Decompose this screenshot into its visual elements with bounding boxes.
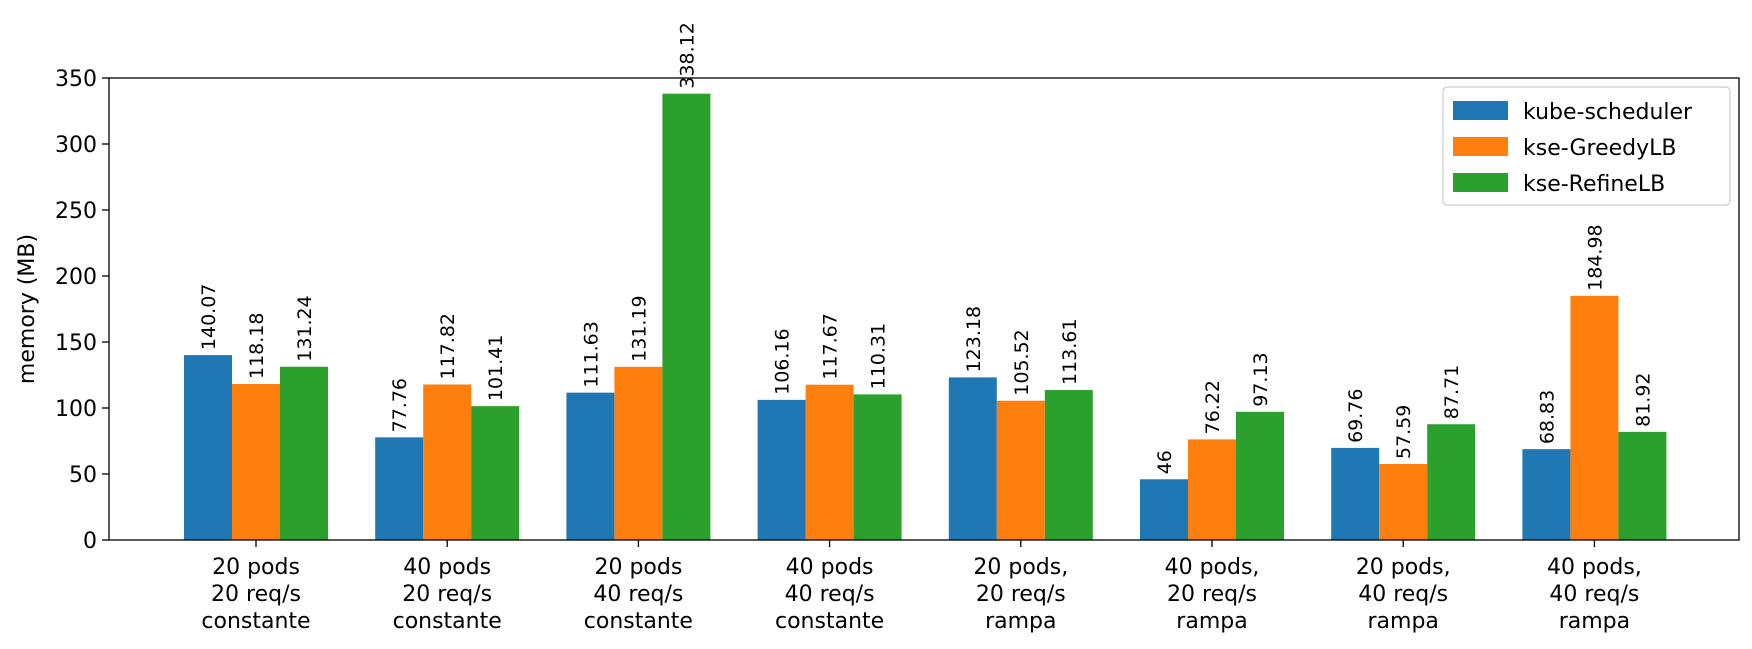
x-tick-label: constante [775,609,884,634]
plot-frame [108,77,1740,541]
data-label: 57.59 [1393,405,1415,459]
data-labels-layer: 140.07 118.18 131.24 77.76 117.82 101.41 111.6… [198,22,1654,474]
data-label: 118.18 [246,313,268,379]
legend-box [1442,86,1731,206]
x-tick-label: 40 req/s [593,582,683,607]
y-tick-label: 350 [55,67,97,92]
data-label: 123.18 [963,306,985,372]
bars-layer [184,93,1667,540]
x-tick-label: constante [584,609,693,634]
x-tick-label: constante [393,609,502,634]
legend-entry: kse-RefineLB [1523,172,1665,197]
data-label: 97.13 [1250,352,1272,406]
bar-kse-RefineLB [853,394,902,540]
x-tick-label: 20 req/s [1167,582,1257,607]
data-label: 105.52 [1011,329,1033,395]
bar-kube-scheduler [1331,447,1380,540]
data-label: 81.92 [1632,372,1654,426]
x-tick-label: 20 req/s [976,582,1066,607]
x-tick-label: 20 pods [594,555,682,580]
bar-kse-RefineLB [280,366,328,540]
legend-entry: kube-scheduler [1523,100,1693,125]
bar-kse-GreedyLB [805,384,854,540]
data-label: 113.61 [1059,319,1081,385]
bar-kse-GreedyLB [423,384,472,540]
x-tick-label: rampa [985,609,1056,634]
data-label: 338.12 [676,22,698,88]
x-tick-label: 40 pods, [1165,555,1260,580]
bar-kse-GreedyLB [232,384,280,540]
y-tick-label: 50 [69,463,97,488]
x-tick-label: 40 pods [403,555,491,580]
data-label: 117.67 [820,313,842,379]
y-axis-label: memory (MB) [15,234,40,384]
x-tick-label: 40 req/s [1358,582,1448,607]
data-label: 68.83 [1536,390,1558,444]
x-tick-label: rampa [1559,609,1630,634]
data-label: 131.19 [628,295,650,361]
y-axis: 0 50 100 150 200 250 300 350 [55,67,109,554]
y-tick-label: 250 [55,199,97,224]
x-tick-label: rampa [1367,609,1438,634]
data-label: 46 [1154,450,1176,474]
x-tick-label: 20 pods, [1356,555,1451,580]
bar-kse-RefineLB [662,93,711,540]
legend-swatch [1453,173,1508,192]
data-label: 110.31 [868,323,890,389]
bar-kube-scheduler [375,437,424,540]
legend-swatch [1453,101,1508,120]
data-label: 76.22 [1202,380,1224,434]
bar-kse-RefineLB [471,406,520,540]
y-tick-label: 200 [55,265,97,290]
bar-kube-scheduler [1522,449,1571,540]
x-tick-label: 20 pods, [973,555,1068,580]
bar-kse-GreedyLB [996,400,1045,540]
bar-kube-scheduler [184,355,232,540]
data-label: 87.71 [1441,365,1463,419]
data-label: 184.98 [1584,224,1606,290]
x-tick-label: 40 pods, [1547,555,1642,580]
x-tick-label: 40 req/s [785,582,875,607]
x-tick-label: rampa [1176,609,1247,634]
x-tick-label: 40 pods [786,555,874,580]
legend: kube-scheduler kse-GreedyLB kse-RefineLB [1442,86,1731,206]
y-tick-label: 150 [55,331,97,356]
y-tick-label: 100 [55,397,97,422]
bar-kse-GreedyLB [1188,439,1236,540]
legend-swatch [1453,137,1508,156]
bar-kube-scheduler [948,377,997,540]
bar-kube-scheduler [757,399,806,540]
bar-kse-GreedyLB [1570,295,1619,540]
data-label: 111.63 [580,321,602,387]
x-tick-label: constante [201,609,310,634]
data-label: 131.24 [294,295,316,361]
data-label: 77.76 [389,378,411,432]
legend-entry: kse-GreedyLB [1523,136,1677,161]
y-tick-label: 0 [83,529,97,554]
bar-kse-RefineLB [1236,411,1284,540]
data-label: 69.76 [1345,389,1367,443]
bar-kse-GreedyLB [1379,463,1428,540]
bar-kse-RefineLB [1427,424,1476,540]
bar-kse-RefineLB [1618,431,1667,540]
bar-kube-scheduler [566,392,615,540]
data-label: 117.82 [437,313,459,379]
bar-kse-GreedyLB [614,366,663,540]
x-tick-label: 20 req/s [402,582,492,607]
y-tick-label: 300 [55,133,97,158]
x-tick-label: 20 req/s [211,582,301,607]
data-label: 101.41 [485,335,507,401]
bar-kube-scheduler [1140,479,1188,540]
bar-kse-RefineLB [1044,390,1093,540]
data-label: 140.07 [198,284,220,350]
x-tick-label: 40 req/s [1549,582,1639,607]
data-label: 106.16 [772,328,794,394]
x-tick-label: 20 pods [212,555,300,580]
